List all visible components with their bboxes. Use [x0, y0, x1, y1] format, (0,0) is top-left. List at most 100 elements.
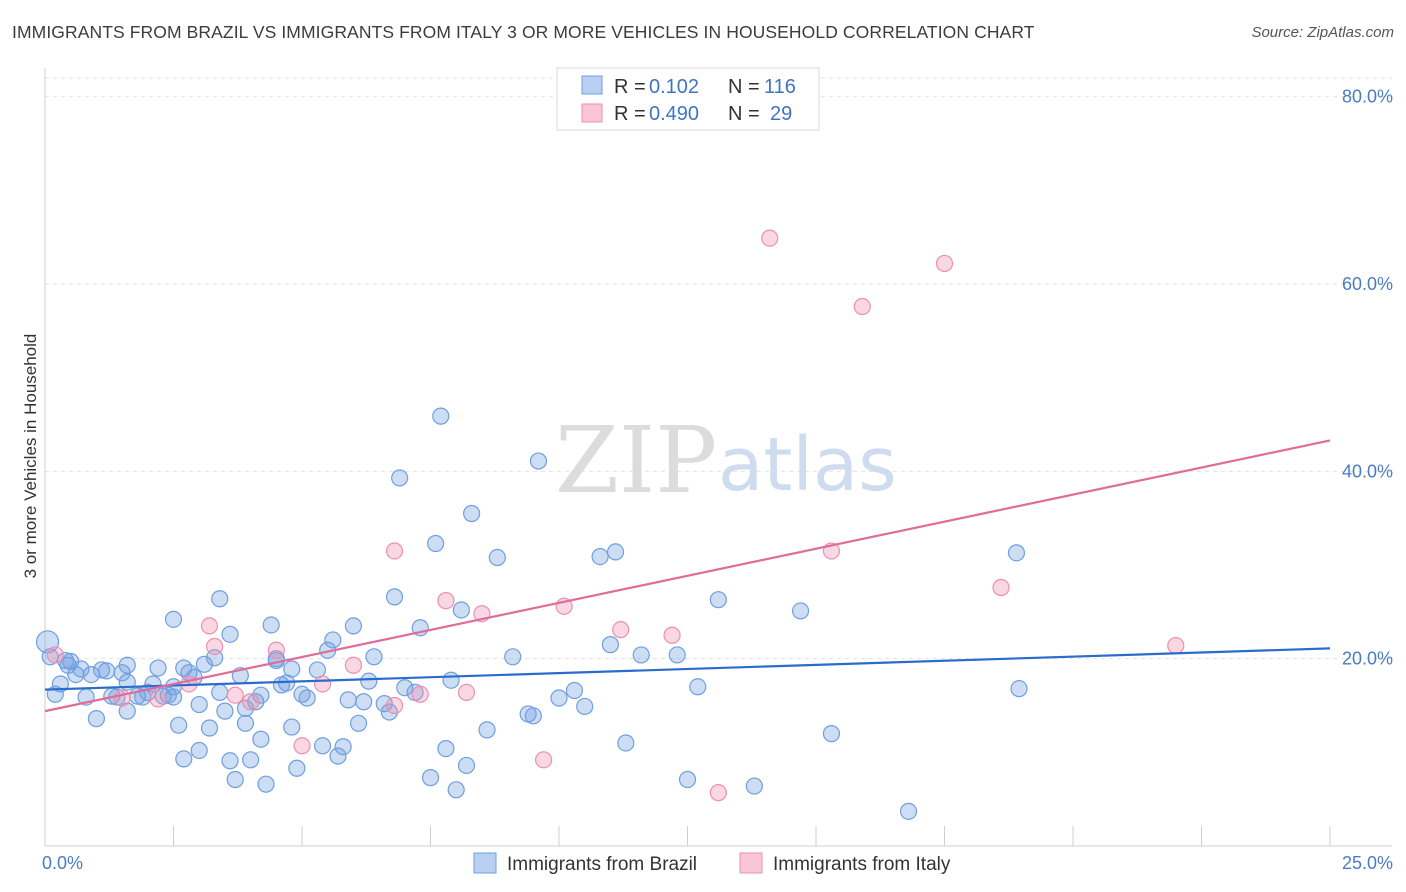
point-brazil-45 — [226, 770, 244, 789]
point-italy-5 — [206, 637, 224, 656]
y-tick-label-3: 80.0% — [1342, 87, 1393, 107]
point-italy-16 — [457, 683, 476, 702]
point-italy-7 — [242, 693, 260, 711]
point-brazil-63 — [298, 689, 316, 707]
x-tick-labels: 0.0% 25.0% — [42, 853, 1393, 873]
point-brazil-11 — [87, 710, 106, 728]
point-italy-1 — [113, 689, 131, 707]
legend-n-label-brazil: N = — [728, 76, 760, 98]
point-italy-18 — [534, 751, 553, 769]
bottom-legend-label-brazil: Immigrants from Brazil — [507, 854, 697, 875]
point-brazil-69 — [334, 738, 352, 756]
trend-line-italy — [44, 439, 1331, 713]
chart-title: IMMIGRANTS FROM BRAZIL VS IMMIGRANTS FRO… — [12, 22, 1035, 42]
point-brazil-67 — [324, 631, 342, 649]
point-italy-4 — [200, 617, 219, 635]
point-brazil-84 — [427, 534, 445, 553]
point-brazil-108 — [689, 678, 707, 696]
point-italy-23 — [761, 229, 779, 247]
point-italy-26 — [935, 254, 954, 273]
point-brazil-53 — [257, 775, 275, 793]
point-brazil-65 — [313, 737, 332, 755]
point-brazil-112 — [822, 725, 841, 743]
point-brazil-106 — [668, 646, 686, 664]
legend-r-value-brazil: 0.102 — [649, 76, 699, 98]
point-brazil-40 — [211, 683, 229, 702]
point-italy-14 — [411, 685, 429, 703]
point-brazil-8 — [72, 660, 90, 678]
point-brazil-43 — [221, 752, 239, 770]
legend-swatch-italy — [581, 103, 603, 123]
grid-lines — [45, 77, 1392, 660]
point-brazil-89 — [452, 601, 470, 619]
legend-swatch-brazil — [581, 75, 603, 95]
point-brazil-38 — [200, 719, 219, 737]
point-italy-9 — [293, 737, 311, 755]
watermark-atlas: atlas — [718, 422, 897, 508]
point-brazil-60 — [283, 718, 301, 736]
point-brazil-98 — [550, 689, 568, 707]
point-brazil-18 — [118, 702, 136, 720]
point-italy-25 — [853, 297, 871, 316]
legend-r-value-italy: 0.490 — [649, 103, 699, 125]
bottom-legend: Immigrants from Brazil Immigrants from I… — [473, 852, 951, 875]
point-brazil-105 — [632, 646, 650, 664]
point-brazil-44 — [221, 625, 239, 643]
point-brazil-88 — [447, 781, 465, 799]
point-brazil-91 — [463, 504, 481, 523]
point-brazil-96 — [524, 707, 542, 725]
point-italy-20 — [612, 621, 630, 639]
y-tick-label-0: 20.0% — [1342, 649, 1393, 669]
point-brazil-13 — [98, 662, 116, 680]
point-brazil-41 — [211, 590, 229, 608]
point-brazil-99 — [565, 681, 584, 700]
point-italy-11 — [344, 656, 362, 674]
point-brazil-94 — [504, 648, 522, 666]
point-brazil-51 — [252, 730, 270, 748]
point-brazil-104 — [617, 734, 635, 752]
point-brazil-24 — [149, 659, 167, 677]
x-tick-label-0: 0.0% — [42, 853, 83, 873]
bottom-legend-swatch-brazil — [473, 852, 497, 874]
point-italy-2 — [149, 690, 167, 708]
point-brazil-32 — [175, 750, 193, 768]
y-tick-label-2: 60.0% — [1342, 274, 1393, 294]
point-brazil-73 — [355, 693, 373, 711]
point-brazil-109 — [709, 591, 727, 609]
point-brazil-59 — [283, 660, 301, 678]
legend-r-label-italy: R = — [614, 103, 646, 125]
point-brazil-61 — [288, 759, 306, 777]
point-brazil-48 — [236, 714, 255, 732]
point-brazil-4 — [56, 651, 75, 670]
bottom-legend-swatch-italy — [739, 852, 763, 874]
point-brazil-74 — [360, 672, 378, 690]
point-italy-15 — [437, 592, 455, 610]
point-brazil-103 — [606, 543, 625, 561]
point-italy-12 — [385, 542, 404, 560]
legend-n-value-italy: 29 — [770, 103, 792, 125]
point-brazil-28 — [164, 688, 183, 706]
point-italy-8 — [267, 641, 285, 659]
point-brazil-54 — [262, 616, 280, 634]
point-italy-22 — [709, 784, 727, 802]
point-brazil-90 — [457, 756, 476, 775]
source-credit: Source: ZipAtlas.com — [1251, 24, 1394, 41]
point-brazil-35 — [190, 741, 208, 760]
point-italy-27 — [992, 578, 1010, 597]
point-brazil-30 — [170, 716, 188, 734]
point-italy-28 — [1167, 636, 1185, 655]
bottom-legend-label-italy: Immigrants from Italy — [773, 854, 951, 875]
point-brazil-110 — [745, 777, 763, 795]
watermark: ZIP atlas — [555, 407, 897, 514]
point-brazil-78 — [385, 588, 404, 606]
legend-n-value-brazil: 116 — [764, 76, 796, 98]
point-brazil-79 — [391, 469, 409, 487]
point-brazil-29 — [164, 610, 183, 628]
point-brazil-107 — [678, 770, 697, 789]
legend-n-label-italy: N = — [728, 103, 760, 125]
point-brazil-71 — [344, 617, 362, 635]
point-brazil-19 — [118, 656, 136, 674]
point-brazil-85 — [432, 407, 450, 425]
point-brazil-68 — [329, 747, 347, 765]
